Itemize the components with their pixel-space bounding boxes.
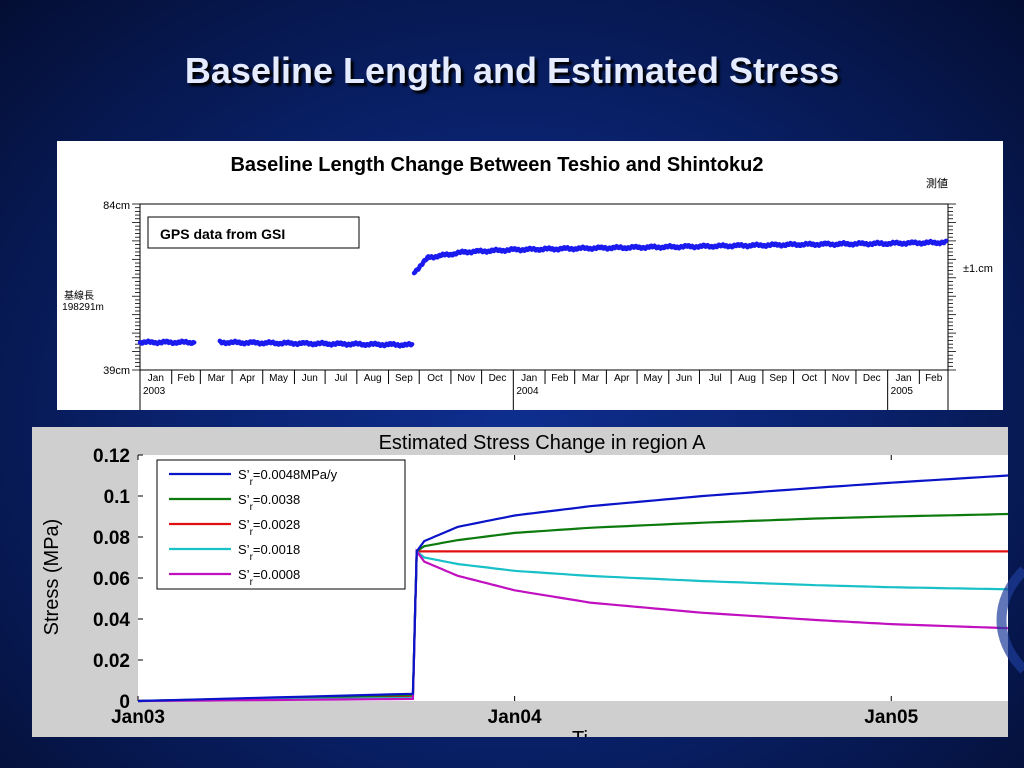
stress-y-tick-label: 0.06 <box>93 569 130 590</box>
stress-chart-title: Estimated Stress Change in region A <box>379 432 707 454</box>
month-label: Nov <box>457 373 475 384</box>
month-label: Sep <box>395 373 413 384</box>
month-label: Feb <box>177 373 195 384</box>
baseline-chart-panel: Baseline Length Change Between Teshio an… <box>57 141 1003 410</box>
legend-entry: S’r=0.0018 <box>238 542 300 563</box>
decorative-swirl <box>996 566 1024 674</box>
stress-legend: S’r=0.0048MPa/y S’r=0.0038 S’r=0.0028 S’r=0… <box>156 459 406 590</box>
stress-y-tick-label: 0.1 <box>104 487 131 508</box>
stress-axes: 0 0.02 0.04 0.06 0.08 0.1 0.12 Jan03 Jan04 Jan05 <box>93 446 919 728</box>
baseline-chart: Baseline Length Change Between Teshio an… <box>62 154 993 410</box>
month-label: May <box>269 373 288 384</box>
month-label: Jul <box>709 373 722 384</box>
baseline-series <box>137 338 197 347</box>
stress-x-tick-label: Jan03 <box>111 707 165 728</box>
baseline-chart-title: Baseline Length Change Between Teshio an… <box>230 154 763 176</box>
year-label: 2004 <box>516 386 539 397</box>
stress-series <box>137 474 1009 703</box>
stress-y-axis-label: Stress (MPa) <box>41 519 63 636</box>
baseline-y-ticks <box>132 203 956 371</box>
legend-entry: S’r=0.0008 <box>238 567 300 588</box>
gps-note-label: GPS data from GSI <box>160 226 285 242</box>
month-label: Oct <box>427 373 443 384</box>
month-label: Feb <box>925 373 943 384</box>
baseline-series <box>411 238 949 276</box>
stress-x-tick-label: Jan05 <box>864 707 918 728</box>
slide-title: Baseline Length and Estimated Stress <box>184 50 840 91</box>
baseline-length-value: 198291m <box>62 302 104 313</box>
month-label: Jan <box>895 373 911 384</box>
legend-entry: S’r=0.0048MPa/y <box>238 467 338 488</box>
stress-y-tick-label: 0.12 <box>93 446 130 467</box>
month-label: Jun <box>676 373 692 384</box>
month-label: Mar <box>208 373 226 384</box>
month-label: Jan <box>521 373 537 384</box>
month-label: Nov <box>832 373 850 384</box>
baseline-data-points <box>137 238 949 349</box>
month-label: Jan <box>148 373 164 384</box>
stress-y-tick-label: 0.04 <box>93 610 130 631</box>
month-label: Jul <box>335 373 348 384</box>
error-bar-label: ±1.cm <box>963 263 993 275</box>
month-label: Aug <box>364 373 382 384</box>
month-label: Dec <box>489 373 507 384</box>
month-label: Oct <box>802 373 818 384</box>
month-label: Jun <box>302 373 318 384</box>
legend-entry: S’r=0.0038 <box>238 492 300 513</box>
gps-note-box <box>147 216 360 249</box>
stress-x-tick-label: Jan04 <box>488 707 542 728</box>
stress-y-tick-label: 0.08 <box>93 528 130 549</box>
stress-chart: Estimated Stress Change in region A 0 0.0… <box>41 432 1009 750</box>
measured-value-label: 測値 <box>926 176 948 190</box>
month-label: May <box>643 373 662 384</box>
baseline-month-axis: Jan Feb Mar Apr May Jun Jul Aug Sep Oct Nov Dec Jan F… <box>139 369 949 410</box>
stress-chart-panel: Estimated Stress Change in region A 0 0.0… <box>32 427 1009 750</box>
month-label: Apr <box>240 373 256 384</box>
stress-series-line <box>137 474 1009 703</box>
stress-y-tick-label: 0 <box>119 692 130 713</box>
baseline-series <box>217 338 415 349</box>
year-label: 2005 <box>891 386 914 397</box>
month-label: Mar <box>582 373 600 384</box>
y-bottom-label: 39cm <box>103 365 130 377</box>
stress-x-axis-label: Ti <box>572 728 588 737</box>
month-label: Aug <box>738 373 756 384</box>
y-top-label: 84cm <box>103 200 130 212</box>
month-label: Dec <box>863 373 881 384</box>
stress-y-tick-label: 0.02 <box>93 651 130 672</box>
month-label: Feb <box>551 373 569 384</box>
year-label: 2003 <box>143 386 166 397</box>
month-label: Sep <box>769 373 787 384</box>
month-label: Apr <box>614 373 630 384</box>
legend-entry: S’r=0.0028 <box>238 517 300 538</box>
baseline-length-label: 基線長 <box>64 289 94 302</box>
